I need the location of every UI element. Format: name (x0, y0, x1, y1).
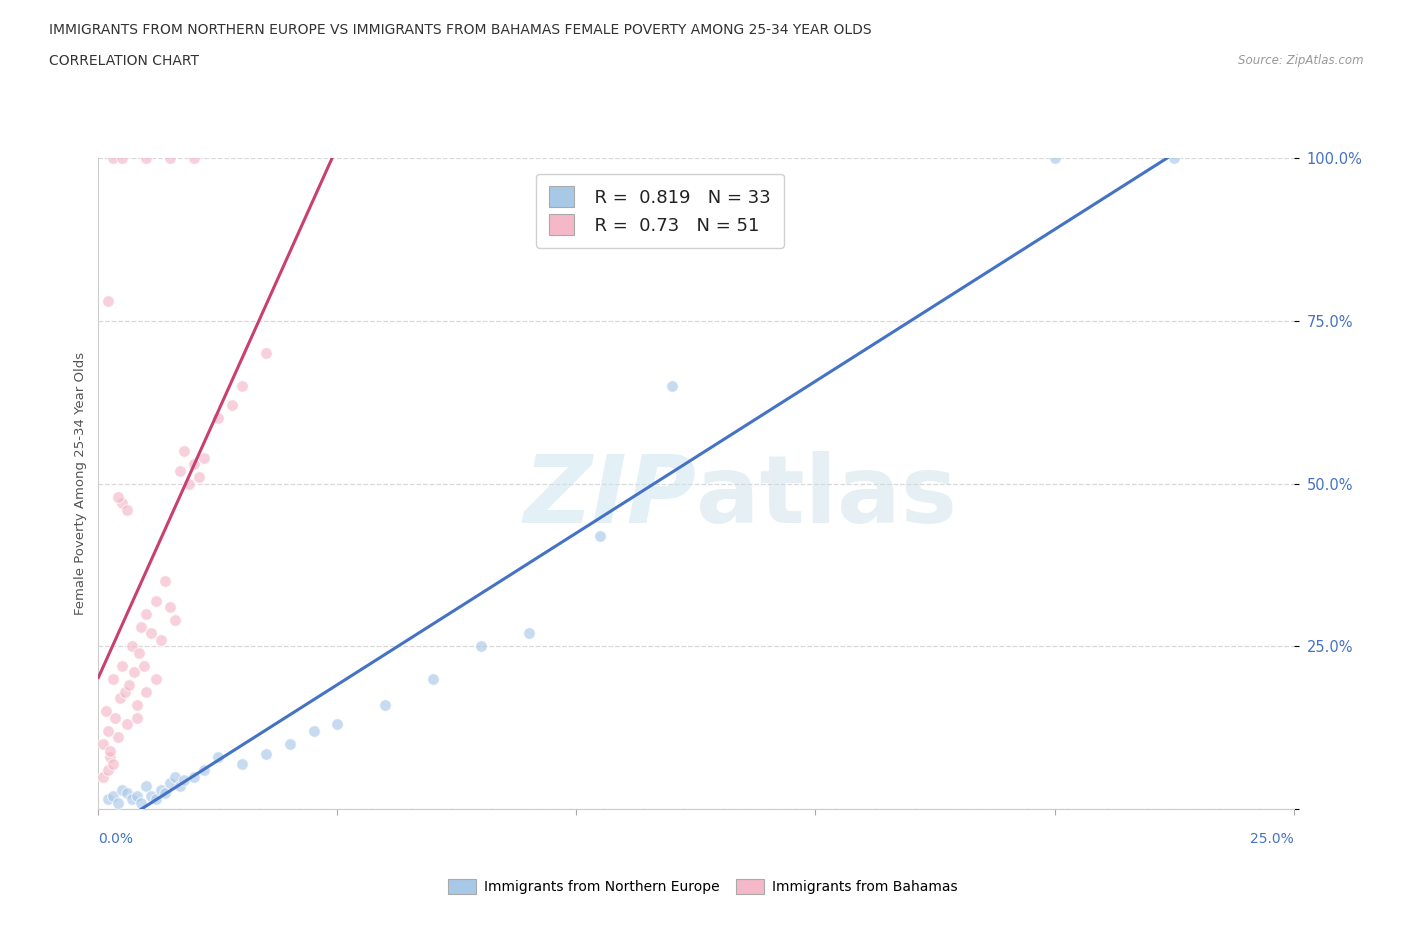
Point (231, 756, 253, 771)
Point (179, 476, 201, 491)
Point (132, 658, 155, 673)
Point (1163, 151, 1185, 166)
Point (326, 717, 349, 732)
Point (1043, 151, 1066, 166)
Point (163, 769, 186, 784)
Point (124, 665, 146, 680)
Point (131, 619, 153, 634)
Point (128, 645, 150, 660)
Point (125, 698, 148, 712)
Point (173, 444, 195, 458)
Point (135, 684, 157, 699)
Point (145, 792, 167, 807)
Point (374, 698, 396, 712)
Point (97, 763, 120, 777)
Point (101, 756, 124, 771)
Point (125, 789, 148, 804)
Text: atlas: atlas (696, 451, 957, 542)
Point (278, 737, 301, 751)
Point (193, 450, 215, 465)
Point (139, 626, 162, 641)
Point (115, 502, 138, 517)
Point (470, 639, 492, 654)
Point (111, 658, 134, 673)
Point (159, 776, 181, 790)
Point (163, 613, 186, 628)
Point (422, 671, 444, 686)
Point (97, 294, 120, 309)
Point (101, 671, 124, 686)
Point (155, 574, 177, 589)
Point (111, 151, 134, 166)
Point (207, 411, 229, 426)
Point (111, 496, 134, 511)
Point (107, 795, 129, 810)
Text: 0.0%: 0.0% (98, 832, 134, 846)
Point (94, 704, 117, 719)
Point (114, 684, 136, 699)
Point (183, 151, 205, 166)
Text: IMMIGRANTS FROM NORTHERN EUROPE VS IMMIGRANTS FROM BAHAMAS FEMALE POVERTY AMONG : IMMIGRANTS FROM NORTHERN EUROPE VS IMMIG… (49, 23, 872, 37)
Point (145, 671, 167, 686)
Point (91, 737, 114, 751)
Point (149, 632, 172, 647)
Point (107, 489, 129, 504)
Point (125, 711, 148, 725)
Point (121, 792, 143, 807)
Point (254, 746, 277, 761)
Point (111, 782, 134, 797)
Point (108, 691, 131, 706)
Point (101, 789, 124, 804)
Point (169, 779, 191, 794)
Point (115, 785, 138, 800)
Point (517, 626, 540, 641)
Point (231, 379, 253, 393)
Point (183, 457, 205, 472)
Point (207, 750, 229, 764)
Text: 25.0%: 25.0% (1250, 832, 1294, 846)
Point (97, 724, 120, 738)
Point (139, 789, 162, 804)
Point (98, 743, 122, 758)
Point (98, 750, 122, 764)
Point (135, 779, 157, 794)
Point (589, 528, 612, 543)
Point (159, 600, 181, 615)
Point (115, 717, 138, 732)
Point (155, 785, 177, 800)
Y-axis label: Female Poverty Among 25-34 Year Olds: Female Poverty Among 25-34 Year Olds (75, 352, 87, 615)
Point (302, 724, 325, 738)
Point (187, 470, 209, 485)
Point (121, 639, 143, 654)
Point (183, 769, 205, 784)
Text: Source: ZipAtlas.com: Source: ZipAtlas.com (1239, 54, 1364, 67)
Point (107, 730, 129, 745)
Point (91, 769, 114, 784)
Point (254, 346, 277, 361)
Point (221, 398, 243, 413)
Point (193, 763, 215, 777)
Point (145, 593, 167, 608)
Point (661, 379, 683, 393)
Point (159, 151, 181, 166)
Point (169, 463, 191, 478)
Point (135, 151, 157, 166)
Point (104, 711, 127, 725)
Point (97, 792, 120, 807)
Point (131, 795, 153, 810)
Point (118, 678, 141, 693)
Point (101, 151, 124, 166)
Text: ZIP: ZIP (523, 451, 696, 542)
Point (149, 782, 172, 797)
Legend:   R =  0.819   N = 33,   R =  0.73   N = 51: R = 0.819 N = 33, R = 0.73 N = 51 (537, 174, 783, 248)
Point (135, 606, 157, 621)
Legend: Immigrants from Northern Europe, Immigrants from Bahamas: Immigrants from Northern Europe, Immigra… (443, 874, 963, 900)
Text: CORRELATION CHART: CORRELATION CHART (49, 54, 200, 68)
Point (173, 772, 195, 787)
